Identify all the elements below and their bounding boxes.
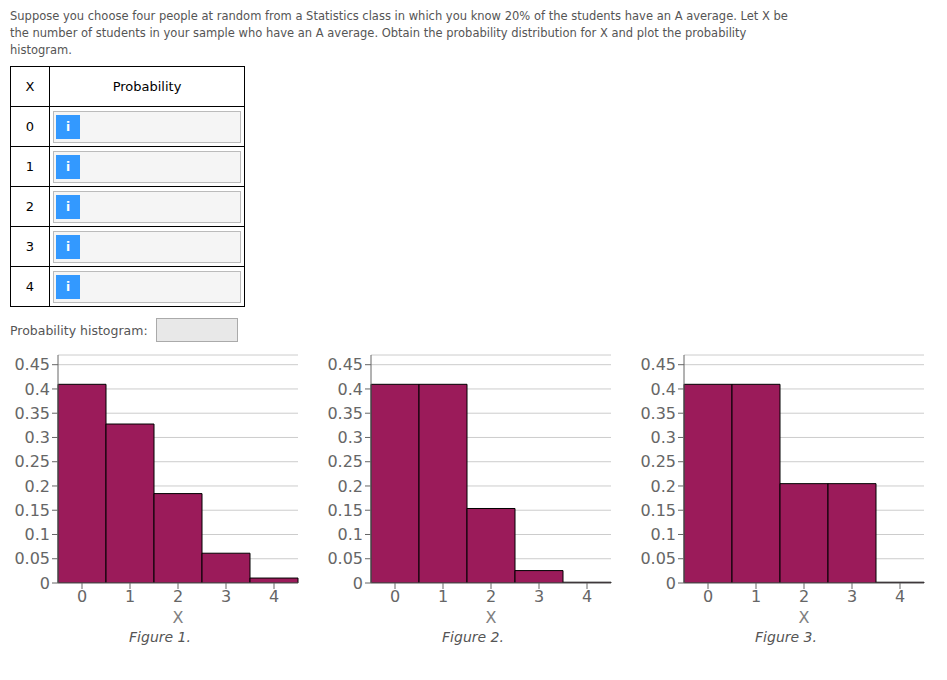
html-text:Figure 1.: Figure 1.	[129, 629, 191, 645]
html-text:4: 4	[25, 279, 35, 294]
html-text:Probability: Probability	[112, 79, 182, 94]
svg-text:0.1: 0.1	[338, 525, 363, 544]
svg-text:4: 4	[582, 587, 592, 606]
svg-text:0: 0	[40, 574, 50, 593]
svg-text:3: 3	[847, 587, 857, 606]
svg-text:0.05: 0.05	[327, 549, 363, 568]
svg-text:0.25: 0.25	[14, 452, 50, 471]
svg-text:0.15: 0.15	[327, 501, 363, 520]
svg-text:0.2: 0.2	[338, 477, 363, 496]
svg-text:0.3: 0.3	[651, 428, 676, 447]
svg-text:0.05: 0.05	[640, 549, 676, 568]
svg-text:3: 3	[534, 587, 544, 606]
svg-text:1: 1	[751, 587, 761, 606]
svg-text:0.25: 0.25	[640, 452, 676, 471]
svg-text:0.2: 0.2	[25, 477, 50, 496]
svg-text:0.4: 0.4	[651, 380, 676, 399]
svg-text:X: X	[799, 608, 810, 625]
svg-text:0: 0	[666, 574, 676, 593]
svg-text:0.35: 0.35	[14, 404, 50, 423]
svg-text:0: 0	[703, 587, 713, 606]
html-text:2: 2	[25, 199, 35, 214]
svg-text:4: 4	[895, 587, 905, 606]
svg-text:0.4: 0.4	[25, 380, 50, 399]
svg-text:0.15: 0.15	[14, 501, 50, 520]
svg-text:2: 2	[799, 587, 809, 606]
svg-text:0.3: 0.3	[25, 428, 50, 447]
svg-text:1: 1	[438, 587, 448, 606]
html-text:i: i	[65, 239, 71, 254]
svg-text:0: 0	[77, 587, 87, 606]
svg-text:0.1: 0.1	[25, 525, 50, 544]
html-text:Figure 2.: Figure 2.	[442, 629, 504, 645]
html-text:Suppose you choose four people: Suppose you choose four people at random…	[10, 9, 788, 23]
html-text:3: 3	[25, 239, 35, 254]
svg-text:0.35: 0.35	[640, 404, 676, 423]
svg-text:4: 4	[269, 587, 279, 606]
svg-text:0.4: 0.4	[338, 380, 363, 399]
html-text:i: i	[65, 279, 71, 294]
html-text:X: X	[25, 79, 35, 94]
svg-text:1: 1	[125, 587, 135, 606]
html-text:Probability histogram:: Probability histogram:	[10, 322, 148, 338]
svg-text:0.3: 0.3	[338, 428, 363, 447]
html-text:i: i	[65, 159, 71, 174]
svg-text:0.25: 0.25	[327, 452, 363, 471]
html-text:1: 1	[25, 159, 35, 174]
svg-text:0.45: 0.45	[14, 355, 50, 374]
svg-text:0.45: 0.45	[640, 355, 676, 374]
svg-text:2: 2	[486, 587, 496, 606]
svg-text:X: X	[486, 608, 497, 625]
svg-text:0.05: 0.05	[14, 549, 50, 568]
html-text:histogram.: histogram.	[10, 43, 72, 57]
html-text:Figure 3.: Figure 3.	[755, 629, 817, 645]
html-text:i: i	[65, 199, 71, 214]
html-text:0: 0	[25, 119, 35, 134]
svg-text:0.2: 0.2	[651, 477, 676, 496]
svg-text:0.15: 0.15	[640, 501, 676, 520]
svg-text:0: 0	[390, 587, 400, 606]
html-text:i: i	[65, 119, 71, 134]
svg-text:3: 3	[221, 587, 231, 606]
html-text:the number of students in your: the number of students in your sample wh…	[10, 26, 747, 40]
svg-text:0.1: 0.1	[651, 525, 676, 544]
svg-text:X: X	[173, 608, 184, 625]
svg-text:2: 2	[173, 587, 183, 606]
svg-text:0: 0	[353, 574, 363, 593]
svg-text:0.35: 0.35	[327, 404, 363, 423]
svg-text:0.45: 0.45	[327, 355, 363, 374]
